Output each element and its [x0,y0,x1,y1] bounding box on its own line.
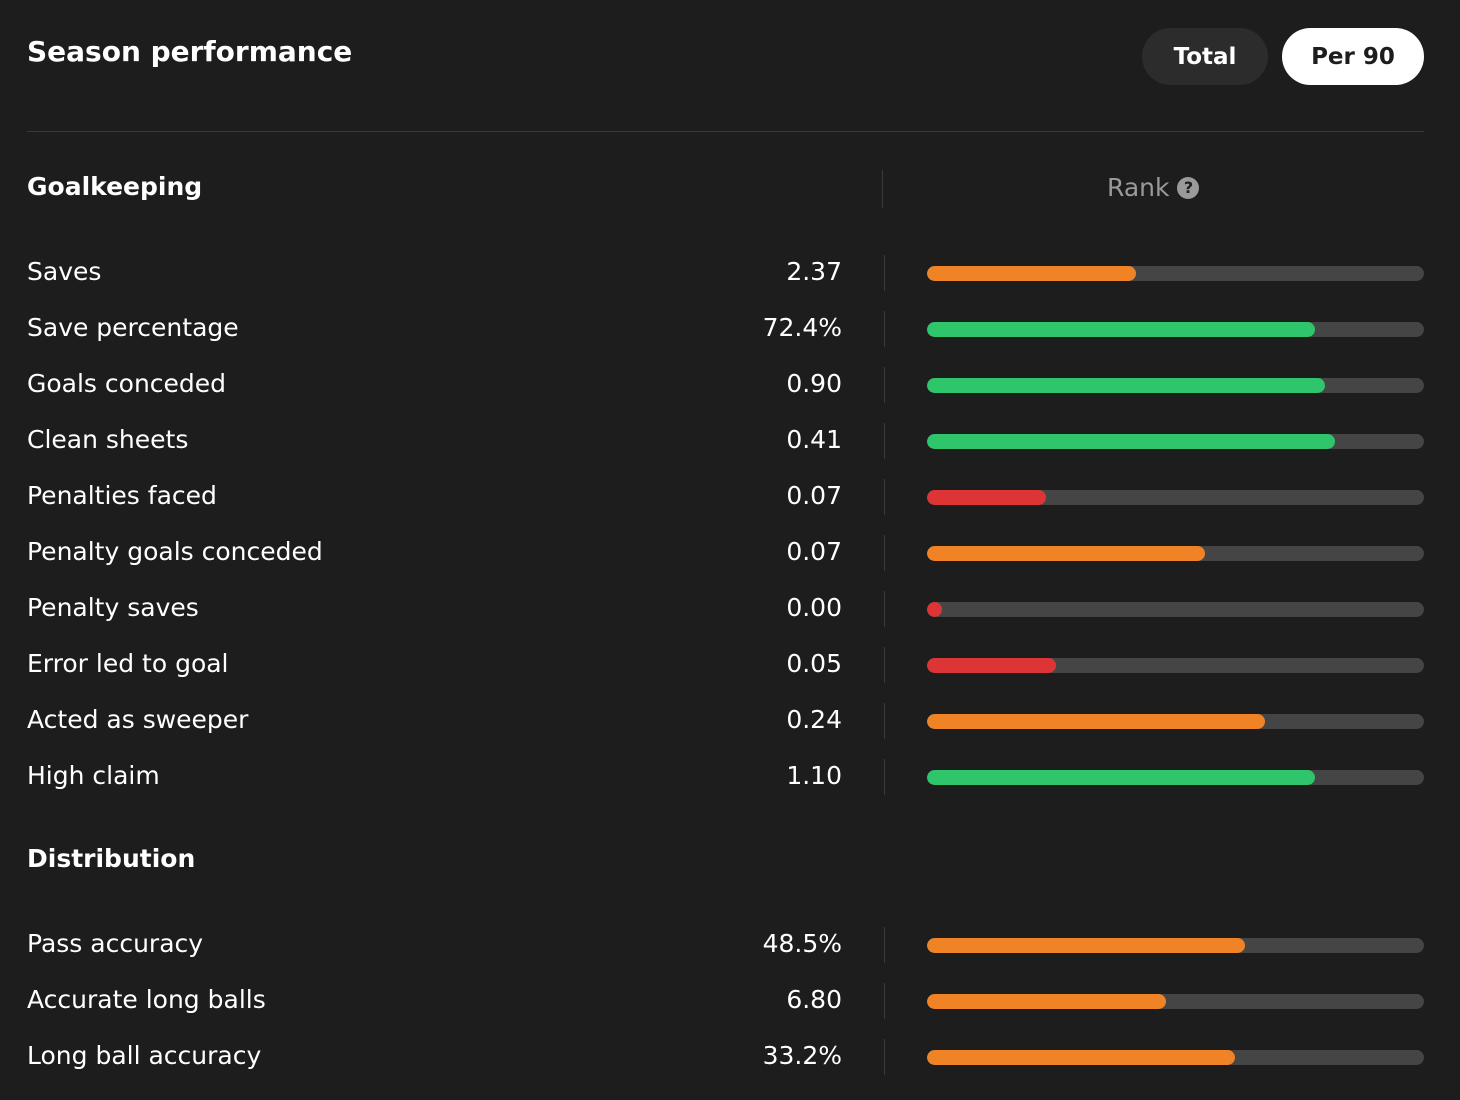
rank-bar-track [927,546,1424,561]
rank-bar-fill [927,714,1265,729]
stat-label: Clean sheets [27,425,189,454]
stat-row: Penalties faced 0.07 [27,477,1424,517]
stat-row: Goals conceded 0.90 [27,365,1424,405]
rank-label: Rank [1107,173,1170,202]
row-divider [884,367,885,403]
rank-bar-fill [927,994,1166,1009]
stat-value: 0.24 [786,705,842,734]
rank-bar-fill [927,322,1315,337]
stat-row: Clean sheets 0.41 [27,421,1424,461]
rank-bar-track [927,658,1424,673]
stat-value: 0.05 [786,649,842,678]
stat-value: 0.90 [786,369,842,398]
stat-row: Pass accuracy 48.5% [27,925,1424,965]
row-divider [884,311,885,347]
stat-value: 0.00 [786,593,842,622]
rank-bar-track [927,770,1424,785]
rank-bar-fill [927,938,1246,953]
rank-bar-fill [927,602,942,617]
stat-row: Error led to goal 0.05 [27,645,1424,685]
rank-bar-fill [927,434,1335,449]
rank-bar-track [927,938,1424,953]
stat-mode-toggle: Total Per 90 [1142,28,1424,85]
row-divider [884,535,885,571]
stat-value: 0.41 [786,425,842,454]
rank-bar-fill [927,266,1136,281]
stat-label: Acted as sweeper [27,705,249,734]
rank-bar-track [927,378,1424,393]
stat-label: Goals conceded [27,369,227,398]
row-divider [884,703,885,739]
stat-row: Saves 2.37 [27,253,1424,293]
row-divider [884,255,885,291]
rank-bar-track [927,714,1424,729]
rank-bar-track [927,434,1424,449]
stat-row: Long ball accuracy 33.2% [27,1037,1424,1077]
stat-value: 0.07 [786,537,842,566]
section-title: Distribution [27,844,196,873]
stat-label: Saves [27,257,102,286]
stat-label: Penalties faced [27,481,217,510]
row-divider [884,927,885,963]
rank-bar-track [927,322,1424,337]
stat-label: High claim [27,761,160,790]
stat-row: Save percentage 72.4% [27,309,1424,349]
row-divider [884,423,885,459]
rank-bar-fill [927,658,1057,673]
rank-bar-fill [927,490,1047,505]
stat-value: 48.5% [762,929,842,958]
season-performance-header: Season performance Total Per 90 [27,0,1424,112]
rank-bar-track [927,1050,1424,1065]
rank-bar-track [927,602,1424,617]
rank-bar-fill [927,378,1325,393]
stat-value: 0.07 [786,481,842,510]
stat-label: Penalty goals conceded [27,537,323,566]
stat-row: Penalty goals conceded 0.07 [27,533,1424,573]
page-title: Season performance [27,35,353,68]
stat-label: Long ball accuracy [27,1041,262,1070]
rank-bar-track [927,266,1424,281]
stat-row: Acted as sweeper 0.24 [27,701,1424,741]
row-divider [884,759,885,795]
section-header-goalkeeping: Goalkeeping Rank ? [27,170,1424,212]
row-divider [884,647,885,683]
stat-label: Accurate long balls [27,985,266,1014]
row-divider [884,591,885,627]
total-toggle-button[interactable]: Total [1142,28,1268,85]
rank-bar-fill [927,770,1315,785]
stat-label: Error led to goal [27,649,229,678]
stat-row: Penalty saves 0.00 [27,589,1424,629]
section-title: Goalkeeping [27,172,203,201]
row-divider [884,1039,885,1075]
rank-bar-fill [927,1050,1236,1065]
rank-column-header: Rank ? [1107,173,1200,202]
column-divider [882,170,883,208]
row-divider [884,479,885,515]
rank-bar-fill [927,546,1206,561]
rank-bar-track [927,490,1424,505]
rank-bar-track [927,994,1424,1009]
stat-row: High claim 1.10 [27,757,1424,797]
stat-value: 1.10 [786,761,842,790]
stat-label: Penalty saves [27,593,199,622]
header-divider [27,131,1424,132]
stat-row: Accurate long balls 6.80 [27,981,1424,1021]
stat-value: 2.37 [786,257,842,286]
stat-value: 6.80 [786,985,842,1014]
stat-label: Pass accuracy [27,929,204,958]
stat-label: Save percentage [27,313,239,342]
help-icon[interactable]: ? [1177,176,1200,199]
per90-toggle-button[interactable]: Per 90 [1282,28,1424,85]
stat-value: 33.2% [762,1041,842,1070]
section-header-distribution: Distribution [27,844,1424,884]
row-divider [884,983,885,1019]
stat-value: 72.4% [762,313,842,342]
